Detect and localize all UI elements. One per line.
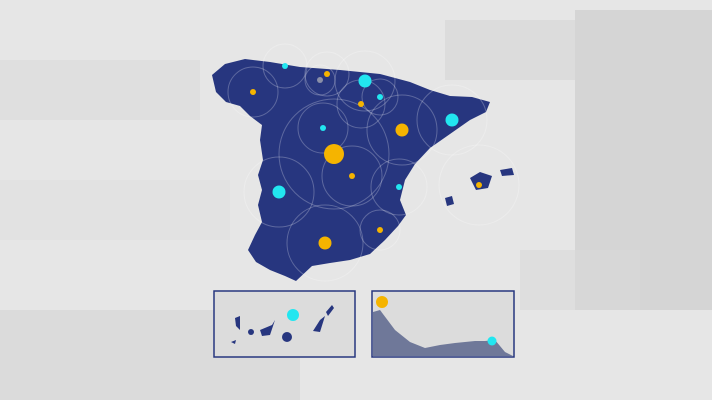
marker-ring xyxy=(416,84,488,156)
map-marker-gray[interactable] xyxy=(317,77,323,83)
marker-ring xyxy=(438,144,520,226)
marker-ring xyxy=(304,51,350,97)
marker-ring xyxy=(321,145,383,207)
inset-canary-islands xyxy=(213,290,356,358)
mallorca xyxy=(470,172,492,190)
marker-ring xyxy=(297,102,349,154)
map-marker-cyan[interactable] xyxy=(282,63,288,69)
map-marker-cyan[interactable] xyxy=(377,94,383,100)
map-marker-yellow[interactable] xyxy=(377,227,383,233)
marker-ring xyxy=(370,158,428,216)
marker-rings xyxy=(227,43,520,282)
marker-ring xyxy=(278,98,390,210)
marker-ring xyxy=(227,66,279,118)
marker-ring xyxy=(304,64,336,96)
coastline-relief xyxy=(373,310,513,356)
inset-marker-yellow[interactable] xyxy=(376,296,388,308)
map-marker-cyan[interactable] xyxy=(358,74,372,88)
map-marker-yellow[interactable] xyxy=(324,144,344,164)
ibiza xyxy=(445,196,454,206)
mainland-spain xyxy=(212,59,514,281)
canary-islands xyxy=(231,305,334,344)
marker-ring xyxy=(361,78,399,116)
markers xyxy=(250,63,482,250)
map-marker-yellow[interactable] xyxy=(349,173,355,179)
map-marker-yellow[interactable] xyxy=(324,71,330,77)
map-marker-yellow[interactable] xyxy=(318,236,332,250)
map-marker-cyan[interactable] xyxy=(396,184,402,190)
inset-marker-cyan[interactable] xyxy=(487,336,497,346)
inset-coastline xyxy=(371,290,515,358)
map-marker-yellow[interactable] xyxy=(476,182,482,188)
map-marker-yellow[interactable] xyxy=(250,89,256,95)
map-marker-yellow[interactable] xyxy=(358,101,364,107)
inset-markers xyxy=(287,296,497,346)
spain-outline xyxy=(212,59,490,281)
marker-ring xyxy=(262,43,308,89)
marker-ring xyxy=(366,94,438,166)
marker-ring xyxy=(334,50,396,112)
map-marker-cyan[interactable] xyxy=(320,125,326,131)
map-marker-yellow[interactable] xyxy=(395,123,409,137)
marker-ring xyxy=(286,204,364,282)
inset-marker-cyan[interactable] xyxy=(287,309,299,321)
marker-ring xyxy=(359,209,401,251)
map-marker-cyan[interactable] xyxy=(272,185,286,199)
marker-ring xyxy=(243,156,315,228)
menorca xyxy=(500,168,514,176)
map-marker-cyan[interactable] xyxy=(445,113,459,127)
